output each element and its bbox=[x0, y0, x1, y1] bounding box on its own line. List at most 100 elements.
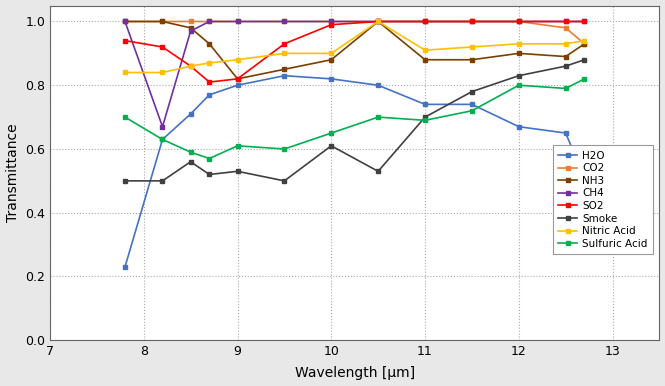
CH4 bbox=[374, 19, 382, 24]
CO2 bbox=[562, 25, 570, 30]
Smoke bbox=[515, 73, 523, 78]
Line: NH3: NH3 bbox=[122, 19, 587, 81]
Nitric Acid bbox=[562, 41, 570, 46]
Legend: H2O, CO2, NH3, CH4, SO2, Smoke, Nitric Acid, Sulfuric Acid: H2O, CO2, NH3, CH4, SO2, Smoke, Nitric A… bbox=[553, 146, 653, 254]
CH4 bbox=[468, 19, 476, 24]
Sulfuric Acid bbox=[233, 144, 241, 148]
CO2 bbox=[205, 19, 213, 24]
Nitric Acid bbox=[158, 70, 166, 75]
Line: SO2: SO2 bbox=[122, 19, 587, 85]
H2O bbox=[121, 265, 129, 269]
H2O bbox=[205, 93, 213, 97]
Sulfuric Acid bbox=[121, 115, 129, 119]
SO2 bbox=[374, 19, 382, 24]
H2O bbox=[281, 73, 289, 78]
Line: Smoke: Smoke bbox=[122, 57, 587, 183]
Nitric Acid bbox=[468, 45, 476, 49]
CH4 bbox=[233, 19, 241, 24]
Line: H2O: H2O bbox=[122, 73, 587, 269]
CH4 bbox=[158, 124, 166, 129]
NH3 bbox=[562, 54, 570, 59]
Smoke bbox=[374, 169, 382, 174]
NH3 bbox=[187, 25, 195, 30]
Smoke bbox=[421, 115, 429, 119]
CO2 bbox=[327, 19, 335, 24]
NH3 bbox=[205, 41, 213, 46]
Nitric Acid bbox=[421, 48, 429, 52]
SO2 bbox=[281, 41, 289, 46]
CO2 bbox=[233, 19, 241, 24]
H2O bbox=[515, 124, 523, 129]
SO2 bbox=[233, 76, 241, 81]
CH4 bbox=[187, 29, 195, 33]
CH4 bbox=[581, 19, 589, 24]
SO2 bbox=[581, 19, 589, 24]
SO2 bbox=[327, 22, 335, 27]
Nitric Acid bbox=[374, 19, 382, 24]
SO2 bbox=[205, 80, 213, 85]
NH3 bbox=[281, 67, 289, 72]
H2O bbox=[374, 83, 382, 88]
Nitric Acid bbox=[187, 64, 195, 68]
Smoke bbox=[233, 169, 241, 174]
CH4 bbox=[281, 19, 289, 24]
NH3 bbox=[233, 76, 241, 81]
NH3 bbox=[327, 58, 335, 62]
NH3 bbox=[374, 19, 382, 24]
CH4 bbox=[515, 19, 523, 24]
CH4 bbox=[562, 19, 570, 24]
SO2 bbox=[515, 19, 523, 24]
Nitric Acid bbox=[515, 41, 523, 46]
Sulfuric Acid bbox=[187, 150, 195, 154]
Line: CH4: CH4 bbox=[122, 19, 587, 129]
Sulfuric Acid bbox=[562, 86, 570, 91]
CO2 bbox=[421, 19, 429, 24]
Smoke bbox=[562, 64, 570, 68]
CO2 bbox=[281, 19, 289, 24]
Sulfuric Acid bbox=[468, 108, 476, 113]
NH3 bbox=[468, 58, 476, 62]
Smoke bbox=[281, 179, 289, 183]
CO2 bbox=[581, 41, 589, 46]
H2O bbox=[327, 76, 335, 81]
Nitric Acid bbox=[121, 70, 129, 75]
CH4 bbox=[327, 19, 335, 24]
NH3 bbox=[121, 19, 129, 24]
H2O bbox=[468, 102, 476, 107]
SO2 bbox=[562, 19, 570, 24]
H2O bbox=[421, 102, 429, 107]
SO2 bbox=[187, 64, 195, 68]
H2O bbox=[187, 112, 195, 116]
Line: Nitric Acid: Nitric Acid bbox=[122, 19, 587, 75]
CO2 bbox=[374, 19, 382, 24]
Sulfuric Acid bbox=[327, 131, 335, 135]
Sulfuric Acid bbox=[374, 115, 382, 119]
Smoke bbox=[121, 179, 129, 183]
SO2 bbox=[468, 19, 476, 24]
SO2 bbox=[121, 38, 129, 43]
Sulfuric Acid bbox=[421, 118, 429, 123]
Nitric Acid bbox=[205, 61, 213, 65]
Nitric Acid bbox=[233, 58, 241, 62]
NH3 bbox=[581, 41, 589, 46]
Sulfuric Acid bbox=[205, 156, 213, 161]
X-axis label: Wavelength [μm]: Wavelength [μm] bbox=[295, 366, 415, 381]
CO2 bbox=[515, 19, 523, 24]
Smoke bbox=[205, 172, 213, 177]
Sulfuric Acid bbox=[281, 147, 289, 151]
CO2 bbox=[158, 19, 166, 24]
Line: CO2: CO2 bbox=[122, 19, 587, 46]
Line: Sulfuric Acid: Sulfuric Acid bbox=[122, 76, 587, 161]
Y-axis label: Transmittance: Transmittance bbox=[5, 124, 19, 222]
H2O bbox=[581, 175, 589, 180]
NH3 bbox=[421, 58, 429, 62]
Smoke bbox=[187, 159, 195, 164]
Sulfuric Acid bbox=[581, 76, 589, 81]
Smoke bbox=[158, 179, 166, 183]
NH3 bbox=[515, 51, 523, 56]
Nitric Acid bbox=[327, 51, 335, 56]
Nitric Acid bbox=[281, 51, 289, 56]
NH3 bbox=[158, 19, 166, 24]
Sulfuric Acid bbox=[158, 137, 166, 142]
SO2 bbox=[158, 45, 166, 49]
